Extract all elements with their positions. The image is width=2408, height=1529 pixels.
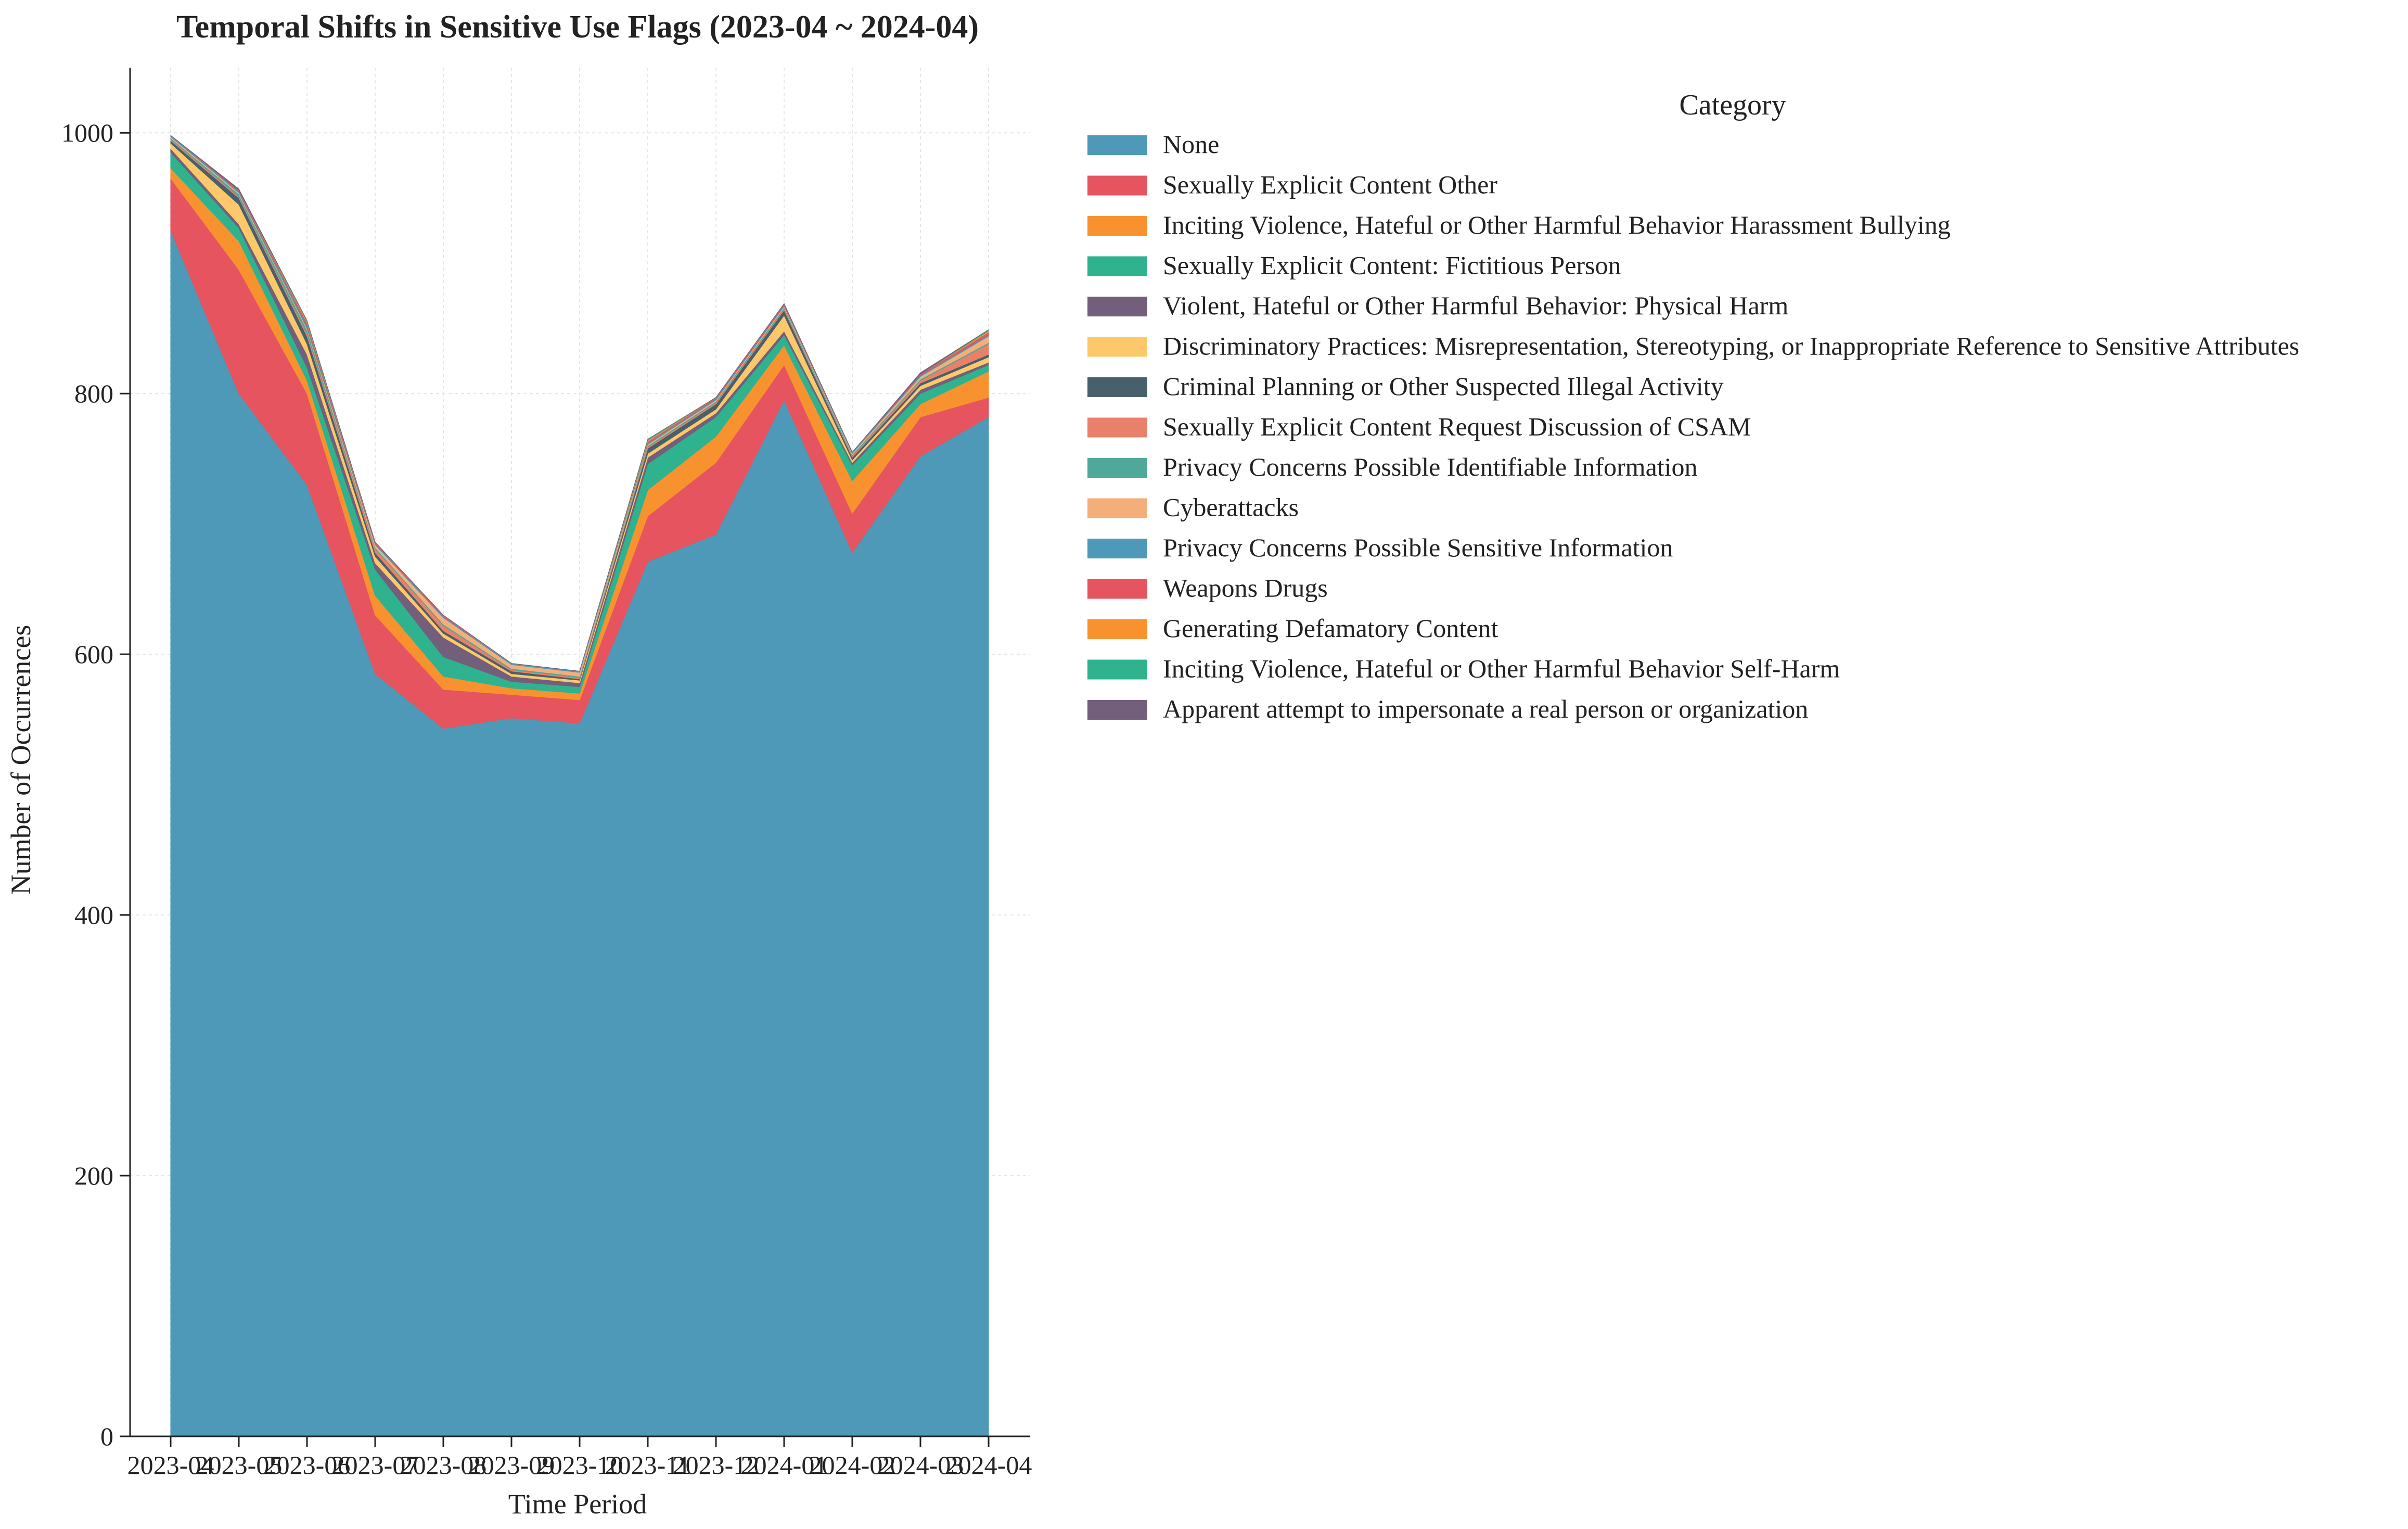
legend-item: None xyxy=(1087,130,1219,159)
x-tick-label: 2023-12 xyxy=(673,1450,760,1480)
area-series-apparent-attempt-to-impersonate-a-real-person-or-organization xyxy=(170,135,989,672)
legend-swatch xyxy=(1087,498,1147,518)
legend-item: Criminal Planning or Other Suspected Ill… xyxy=(1087,372,1724,401)
y-axis-label: Number of Occurrences xyxy=(5,625,36,895)
area-series-group xyxy=(170,135,989,1437)
legend-swatch xyxy=(1087,619,1147,639)
legend-label: Weapons Drugs xyxy=(1163,574,1328,603)
legend-item: Cyberattacks xyxy=(1087,493,1299,522)
legend-label: Privacy Concerns Possible Sensitive Info… xyxy=(1163,533,1673,562)
legend-item: Sexually Explicit Content Request Discus… xyxy=(1087,412,1751,441)
legend-label: Violent, Hateful or Other Harmful Behavi… xyxy=(1163,291,1788,320)
legend-label: Discriminatory Practices: Misrepresentat… xyxy=(1163,332,2299,361)
legend-label: Sexually Explicit Content Other xyxy=(1163,170,1497,199)
legend-label: Privacy Concerns Possible Identifiable I… xyxy=(1163,452,1698,481)
y-tick-label: 1000 xyxy=(61,118,113,147)
legend-swatch xyxy=(1087,175,1147,196)
legend-swatch xyxy=(1087,700,1147,720)
legend-title: Category xyxy=(1679,89,1786,121)
legend-item: Privacy Concerns Possible Identifiable I… xyxy=(1087,452,1698,481)
y-tick-label: 800 xyxy=(74,379,113,408)
legend-item: Sexually Explicit Content: Fictitious Pe… xyxy=(1087,251,1621,280)
legend-item: Discriminatory Practices: Misrepresentat… xyxy=(1087,332,2299,361)
legend-label: Generating Defamatory Content xyxy=(1163,614,1498,643)
x-tick-label: 2024-03 xyxy=(877,1450,964,1480)
legend-item: Sexually Explicit Content Other xyxy=(1087,170,1497,199)
x-axis-label: Time Period xyxy=(508,1488,647,1520)
legend: Category None Sexually Explicit Content O… xyxy=(1087,89,2299,723)
legend-swatch xyxy=(1087,579,1147,599)
legend-label: Criminal Planning or Other Suspected Ill… xyxy=(1163,372,1724,401)
legend-label: Inciting Violence, Hateful or Other Harm… xyxy=(1163,654,1840,683)
x-tick-label: 2023-11 xyxy=(605,1450,691,1480)
legend-item: Generating Defamatory Content xyxy=(1087,614,1498,643)
legend-item: Privacy Concerns Possible Sensitive Info… xyxy=(1087,533,1673,562)
y-tick-label: 200 xyxy=(74,1161,113,1190)
legend-item: Inciting Violence, Hateful or Other Harm… xyxy=(1087,210,1951,239)
legend-swatch xyxy=(1087,337,1147,357)
legend-item: Violent, Hateful or Other Harmful Behavi… xyxy=(1087,291,1788,320)
legend-label: Sexually Explicit Content Request Discus… xyxy=(1163,412,1751,441)
legend-item: Apparent attempt to impersonate a real p… xyxy=(1087,694,1808,723)
y-tick-label: 600 xyxy=(74,640,113,669)
legend-label: Cyberattacks xyxy=(1163,493,1299,522)
legend-swatch xyxy=(1087,458,1147,478)
y-tick-label: 400 xyxy=(74,900,113,929)
x-tick-label: 2024-04 xyxy=(945,1450,1032,1480)
legend-swatch xyxy=(1087,417,1147,438)
x-tick-label: 2023-08 xyxy=(400,1450,487,1480)
legend-label: Apparent attempt to impersonate a real p… xyxy=(1163,694,1808,723)
legend-item: Weapons Drugs xyxy=(1087,574,1328,603)
x-tick-label: 2023-05 xyxy=(196,1450,283,1480)
x-tick-label: 2024-01 xyxy=(741,1450,828,1480)
chart-title: Temporal Shifts in Sensitive Use Flags (… xyxy=(176,9,979,45)
legend-label: Sexually Explicit Content: Fictitious Pe… xyxy=(1163,251,1621,280)
legend-label: Inciting Violence, Hateful or Other Harm… xyxy=(1163,210,1951,239)
x-tick-label: 2023-04 xyxy=(127,1450,214,1480)
axes: 020040060080010002023-042023-052023-0620… xyxy=(61,68,1032,1480)
legend-swatch xyxy=(1087,135,1147,155)
x-tick-label: 2023-06 xyxy=(264,1450,351,1480)
legend-item: Inciting Violence, Hateful or Other Harm… xyxy=(1087,654,1840,683)
x-tick-label: 2023-10 xyxy=(536,1450,623,1480)
x-tick-label: 2023-07 xyxy=(332,1450,419,1480)
legend-label: None xyxy=(1163,130,1219,159)
x-tick-label: 2024-02 xyxy=(809,1450,896,1480)
x-tick-label: 2023-09 xyxy=(468,1450,555,1480)
legend-swatch xyxy=(1087,216,1147,236)
legend-swatch xyxy=(1087,297,1147,316)
legend-swatch xyxy=(1087,659,1147,680)
legend-swatch xyxy=(1087,377,1147,397)
y-tick-label: 0 xyxy=(100,1422,113,1451)
legend-swatch xyxy=(1087,256,1147,276)
legend-swatch xyxy=(1087,539,1147,558)
